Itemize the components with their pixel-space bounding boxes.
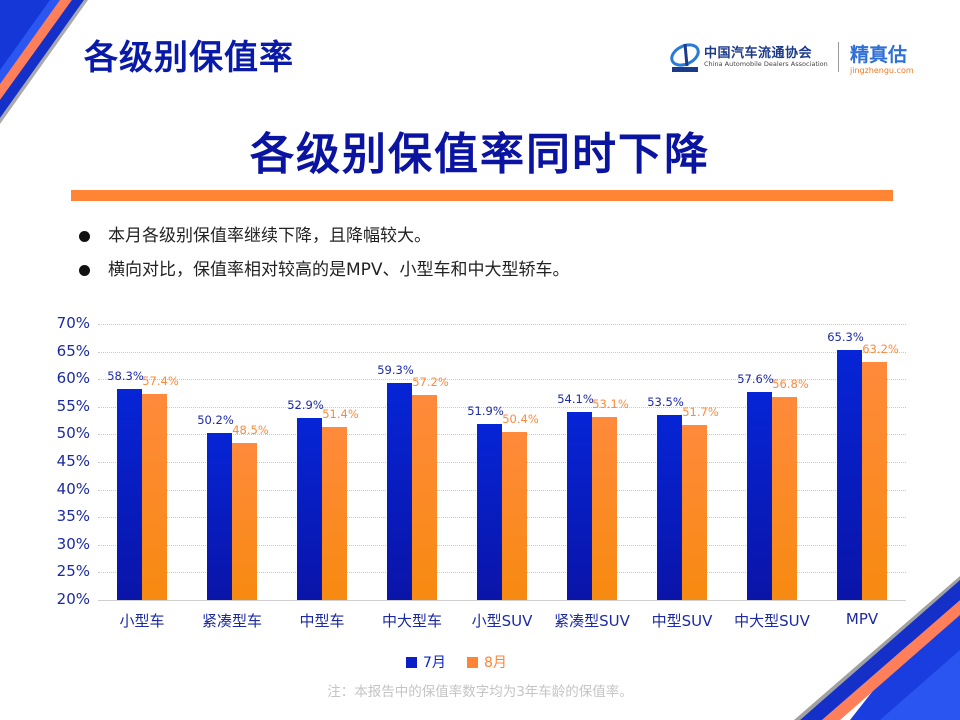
x-axis-category-label: MPV <box>845 610 879 628</box>
bar-value-label: 48.5% <box>232 422 269 437</box>
association-name-cn: 中国汽车流通协会 <box>704 46 813 61</box>
x-axis-category-label: 中型SUV <box>651 612 713 630</box>
x-axis-category-label: 小型SUV <box>471 612 533 630</box>
y-axis-tick-label: 40% <box>56 479 90 498</box>
bar-value-label: 50.2% <box>197 413 234 428</box>
y-axis-tick-label: 25% <box>56 562 90 581</box>
bar-value-label: 52.9% <box>287 398 324 413</box>
title-underline-rule <box>71 190 893 201</box>
x-axis-category-label: 紧凑型SUV <box>554 612 630 630</box>
y-axis-tick-label: 65% <box>56 341 90 360</box>
logo-divider <box>838 42 839 72</box>
y-axis-tick-label: 30% <box>56 534 90 553</box>
bar-jul <box>387 383 412 600</box>
bar-value-label: 57.2% <box>412 374 449 389</box>
association-name-en: China Automobile Dealers Association <box>704 60 828 68</box>
legend-item-aug: 8月 <box>467 652 507 672</box>
bar-value-label: 63.2% <box>862 341 899 356</box>
y-axis-tick-label: 45% <box>56 452 90 470</box>
bar-value-label: 56.8% <box>772 376 809 391</box>
bar-value-label: 53.1% <box>592 397 629 412</box>
x-axis-category-label: 中大型SUV <box>734 612 810 630</box>
legend-swatch-jul <box>406 657 417 668</box>
chart-legend: 7月 8月 <box>0 652 960 672</box>
bar-aug <box>592 417 617 600</box>
bar-value-label: 59.3% <box>377 363 414 378</box>
bullet-dot-icon <box>79 231 90 242</box>
brand-url: jingzhengu.com <box>850 66 914 75</box>
bar-aug <box>322 426 347 600</box>
bar-aug <box>412 394 437 600</box>
gridline <box>98 379 906 381</box>
section-title: 各级别保值率 <box>84 38 294 78</box>
x-axis-category-label: 小型车 <box>119 612 165 630</box>
bar-value-label: 58.3% <box>107 368 144 383</box>
bar-value-label: 53.5% <box>647 395 684 410</box>
bar-jul <box>207 433 232 600</box>
gridline <box>98 406 906 408</box>
brand-name-cn: 精真估 <box>850 44 908 66</box>
legend-item-jul: 7月 <box>406 652 446 672</box>
y-axis-tick-label: 20% <box>56 590 90 608</box>
bar-chart: 70% 65% 60% 55% 50% 45% 40% 35% 30% 25% 20% 58.3% 57… <box>0 300 960 650</box>
page-title: 各级别保值率同时下降 <box>250 129 710 180</box>
bar-value-label: 57.6% <box>737 372 774 387</box>
gridline <box>98 324 906 325</box>
logo-area: 中国汽车流通协会 China Automobile Dealers Associ… <box>668 38 938 78</box>
bar-value-label: 50.4% <box>502 412 539 427</box>
x-axis-category-label: 中大型车 <box>381 612 442 630</box>
bullet-item: 横向对比，保值率相对较高的是MPV、小型车和中大型轿车。 <box>78 258 570 292</box>
bar-aug <box>232 442 257 600</box>
bar-jul <box>657 415 682 600</box>
bar-jul <box>747 392 772 600</box>
y-axis-tick-label: 70% <box>56 314 90 332</box>
bar-jul <box>477 423 502 600</box>
bar-aug <box>862 361 887 600</box>
footnote: 注：本报告中的保值率数字均为3年车龄的保值率。 <box>327 684 633 700</box>
gridline <box>98 351 906 353</box>
bar-aug <box>772 396 797 600</box>
bullet-dot-icon <box>79 265 90 276</box>
bar-value-label: 54.1% <box>557 391 594 406</box>
y-axis-tick-label: 55% <box>56 396 90 415</box>
bullet-list: 本月各级别保值率继续下降，且降幅较大。 横向对比，保值率相对较高的是MPV、小型… <box>78 224 570 292</box>
bar-aug <box>502 432 527 600</box>
bar-value-label: 51.9% <box>467 403 504 418</box>
bar-value-label: 57.4% <box>142 373 179 388</box>
legend-swatch-aug <box>467 657 478 668</box>
x-axis-category-label: 中型车 <box>299 612 345 630</box>
x-axis-category-label: 紧凑型车 <box>201 612 262 630</box>
y-axis-tick-label: 50% <box>56 424 90 443</box>
bar-value-label: 51.7% <box>682 405 719 420</box>
y-axis-tick-label: 35% <box>56 507 90 526</box>
bar-aug <box>142 393 167 600</box>
bar-jul <box>297 418 322 600</box>
bar-jul <box>837 349 862 600</box>
bar-jul <box>117 388 142 600</box>
x-axis-line <box>98 600 906 601</box>
bar-value-label: 65.3% <box>827 329 864 344</box>
cada-logo-icon <box>670 43 700 72</box>
bar-value-label: 51.4% <box>322 406 359 421</box>
bar-jul <box>567 411 592 600</box>
bar-aug <box>682 425 707 600</box>
bullet-item: 本月各级别保值率继续下降，且降幅较大。 <box>78 224 570 258</box>
y-axis-tick-label: 60% <box>56 369 90 388</box>
